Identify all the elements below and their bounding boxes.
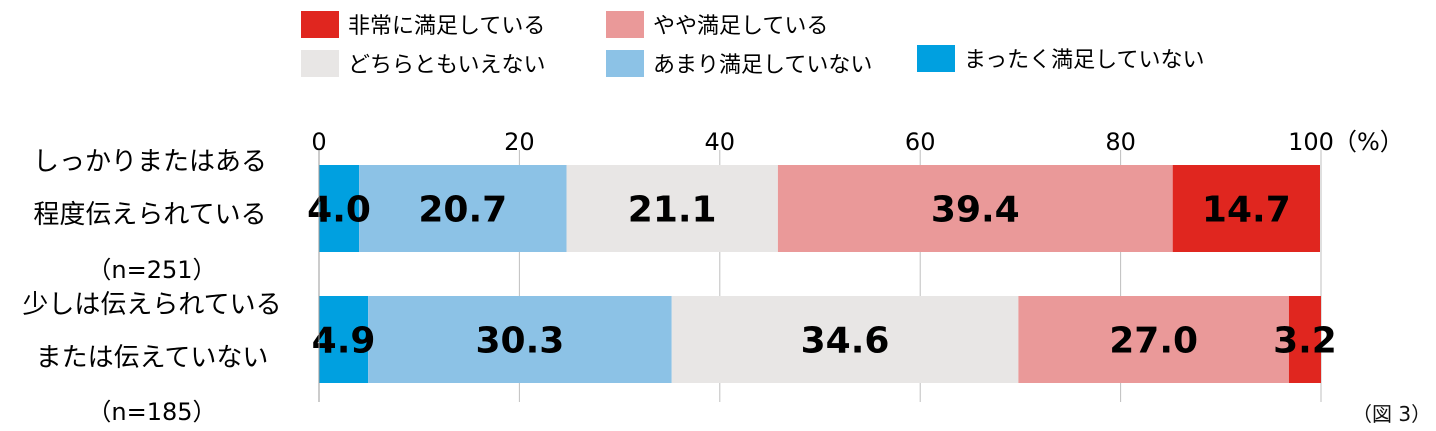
tick-label: 40 — [705, 128, 736, 156]
tick-label: 60 — [905, 128, 936, 156]
bar-segment — [319, 165, 360, 252]
legend-label: どちらともいえない — [348, 53, 546, 78]
data-label: 21.1 — [628, 190, 717, 231]
category-label: 程度伝えられている — [33, 200, 266, 230]
bar-segment — [1018, 296, 1289, 383]
data-label: 4.9 — [312, 321, 376, 362]
bar-segment — [1288, 296, 1321, 383]
legend-swatch — [301, 50, 339, 77]
legend-swatch — [301, 11, 339, 38]
category-label: または伝えていない — [36, 343, 269, 373]
bar-segment — [777, 165, 1173, 252]
legend-label: まったく満足していない — [964, 48, 1204, 73]
axis-unit-label: （%） — [1333, 128, 1404, 156]
data-label: 27.0 — [1109, 321, 1198, 362]
tick-label: 0 — [311, 128, 326, 156]
legend-label: やや満足している — [653, 14, 828, 39]
category-label: しっかりまたはある — [33, 147, 267, 177]
data-label: 20.7 — [418, 190, 507, 231]
bar-segment — [671, 296, 1019, 383]
data-label: 34.6 — [801, 321, 890, 362]
data-label: 39.4 — [931, 190, 1020, 231]
sample-size-label: （n=185） — [87, 398, 216, 426]
bar-segment — [1172, 165, 1320, 252]
data-label: 30.3 — [475, 321, 564, 362]
data-label: 4.0 — [307, 190, 371, 231]
legend-swatch — [606, 50, 644, 77]
legend-label: あまり満足していない — [653, 53, 872, 78]
tick-label: 80 — [1105, 128, 1136, 156]
legend-label: 非常に満足している — [348, 14, 545, 39]
legend-swatch — [917, 45, 955, 72]
bar-segment — [566, 165, 778, 252]
sample-size-label: （n=251） — [87, 256, 216, 284]
data-label: 14.7 — [1202, 190, 1291, 231]
bar-segment — [359, 165, 567, 252]
tick-label: 20 — [504, 128, 535, 156]
data-label: 3.2 — [1273, 321, 1337, 362]
bar-segment — [368, 296, 672, 383]
figure-reference: （図 3） — [1352, 402, 1432, 426]
category-label: 少しは伝えられている — [22, 290, 281, 320]
tick-label: 100 — [1288, 128, 1334, 156]
bar-segment — [319, 296, 369, 383]
legend-swatch — [606, 11, 644, 38]
